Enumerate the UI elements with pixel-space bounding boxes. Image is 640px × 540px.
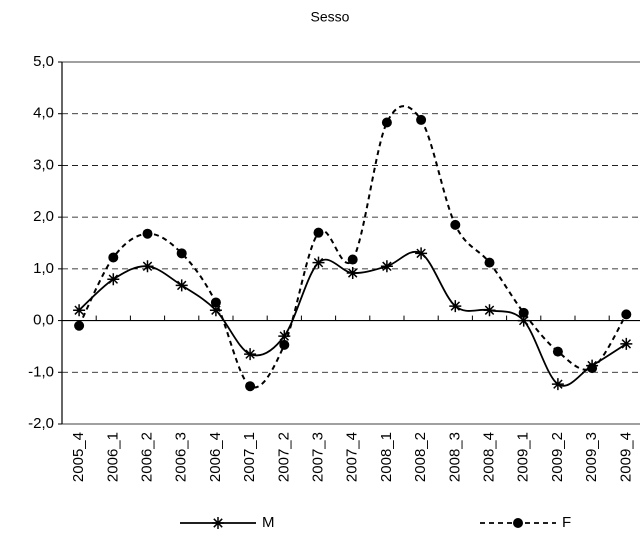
data-point bbox=[518, 307, 529, 318]
data-point bbox=[175, 279, 188, 292]
y-tick-label: 3,0 bbox=[33, 156, 54, 173]
x-tick-label: 2006_4 bbox=[207, 432, 224, 482]
x-tick-label: 2006_3 bbox=[173, 432, 190, 482]
x-tick-label: 2005_4 bbox=[70, 432, 87, 482]
legend-label: F bbox=[562, 514, 571, 531]
data-point bbox=[107, 273, 120, 286]
data-point bbox=[141, 260, 154, 273]
legend-marker bbox=[513, 518, 523, 528]
y-tick-label: 5,0 bbox=[33, 53, 54, 70]
x-tick-label: 2008_1 bbox=[378, 432, 395, 482]
data-point bbox=[74, 320, 85, 331]
x-tick-label: 2009_4 bbox=[617, 432, 634, 482]
data-point bbox=[415, 247, 428, 260]
data-point bbox=[73, 304, 86, 317]
x-tick-label: 2006_1 bbox=[104, 432, 121, 482]
y-tick-label: -2,0 bbox=[28, 415, 54, 432]
data-point bbox=[278, 330, 291, 343]
data-point bbox=[484, 257, 495, 268]
data-point bbox=[517, 314, 530, 327]
data-point bbox=[244, 348, 257, 361]
data-point bbox=[209, 304, 222, 317]
x-tick-label: 2006_2 bbox=[138, 432, 155, 482]
data-point bbox=[108, 252, 119, 263]
data-point bbox=[551, 378, 564, 391]
x-tick-label: 2007_2 bbox=[275, 432, 292, 482]
data-point bbox=[380, 260, 393, 273]
y-tick-label: 2,0 bbox=[33, 208, 54, 225]
data-point bbox=[346, 266, 359, 279]
legend-label: M bbox=[262, 514, 275, 531]
y-tick-label: 0,0 bbox=[33, 312, 54, 329]
x-tick-label: 2007_4 bbox=[344, 432, 361, 482]
x-tick-label: 2007_1 bbox=[241, 432, 258, 482]
data-point bbox=[552, 346, 563, 357]
legend-marker bbox=[212, 517, 224, 529]
x-tick-label: 2009_1 bbox=[515, 432, 532, 482]
y-tick-label: 1,0 bbox=[33, 260, 54, 277]
chart-title: Sesso bbox=[311, 9, 350, 25]
y-tick-label: -1,0 bbox=[28, 363, 54, 380]
data-point bbox=[210, 297, 221, 308]
data-point bbox=[587, 363, 598, 374]
data-point bbox=[142, 228, 153, 239]
data-point bbox=[176, 248, 187, 259]
x-tick-label: 2008_3 bbox=[446, 432, 463, 482]
series-line bbox=[78, 105, 628, 389]
data-point bbox=[483, 304, 496, 317]
data-point bbox=[450, 219, 461, 230]
data-point bbox=[449, 300, 462, 313]
x-tick-label: 2009_3 bbox=[583, 432, 600, 482]
data-point bbox=[620, 337, 633, 350]
y-tick-label: 4,0 bbox=[33, 105, 54, 122]
x-tick-label: 2007_3 bbox=[309, 432, 326, 482]
data-point bbox=[416, 114, 427, 125]
x-tick-label: 2008_4 bbox=[480, 432, 497, 482]
data-point bbox=[245, 381, 256, 392]
x-tick-label: 2009_2 bbox=[549, 432, 566, 482]
data-point bbox=[347, 254, 358, 265]
data-point bbox=[312, 256, 325, 269]
data-point bbox=[381, 117, 392, 128]
data-point bbox=[621, 309, 632, 320]
data-point bbox=[279, 339, 290, 350]
data-point bbox=[313, 227, 324, 238]
x-tick-label: 2008_2 bbox=[412, 432, 429, 482]
